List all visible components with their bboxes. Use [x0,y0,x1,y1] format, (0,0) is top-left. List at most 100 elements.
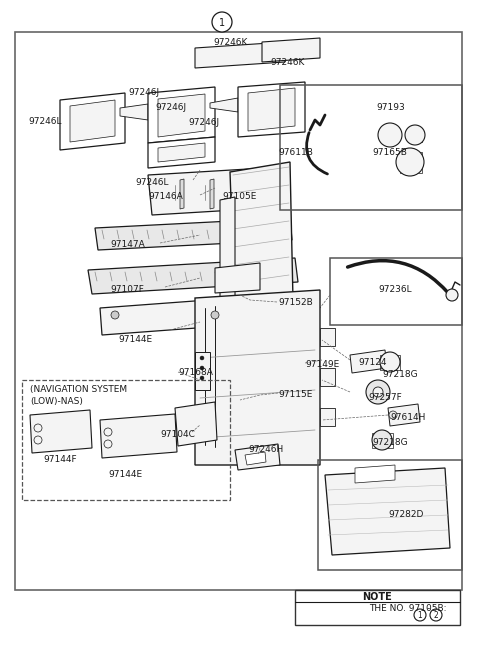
Polygon shape [248,88,295,131]
Text: 97236L: 97236L [378,285,412,294]
Bar [320,368,335,386]
Text: THE NO. 97105B:: THE NO. 97105B: [369,604,449,613]
Polygon shape [175,402,217,446]
Bar [320,328,335,346]
Bar [280,85,462,210]
Polygon shape [180,179,184,209]
Polygon shape [388,404,420,426]
Text: 97115E: 97115E [278,390,312,399]
Circle shape [366,380,390,404]
Circle shape [104,428,112,436]
Polygon shape [262,38,320,62]
Bar [330,258,462,325]
Circle shape [389,411,397,419]
Text: -: - [427,604,430,613]
Text: 97611B: 97611B [278,148,313,157]
Text: 97107F: 97107F [110,285,144,294]
Circle shape [430,609,442,621]
Polygon shape [158,94,205,137]
Polygon shape [148,87,215,143]
Polygon shape [355,465,395,483]
Text: 97193: 97193 [376,103,405,112]
Polygon shape [220,197,235,314]
Polygon shape [235,444,280,470]
Text: (LOW)-NAS): (LOW)-NAS) [30,397,83,406]
Bar [382,127,398,143]
Polygon shape [325,468,450,555]
Text: 97144E: 97144E [108,470,142,479]
Circle shape [212,12,232,32]
Polygon shape [95,218,292,250]
Circle shape [211,311,219,319]
Text: 97124: 97124 [358,358,386,367]
Polygon shape [158,143,205,162]
Text: 1: 1 [219,18,225,28]
Bar [408,128,422,142]
Circle shape [200,376,204,380]
Text: 97146A: 97146A [148,192,183,201]
Text: 97165B: 97165B [372,148,407,157]
Text: 97147A: 97147A [110,240,145,249]
Polygon shape [210,179,214,209]
Text: 97144F: 97144F [43,455,77,464]
Text: NOTE: NOTE [362,592,392,602]
Text: 97246K: 97246K [270,58,304,67]
Circle shape [380,352,400,372]
Circle shape [200,356,204,360]
Text: 97257F: 97257F [368,393,402,402]
Text: 97104C: 97104C [160,430,195,439]
Text: 97218G: 97218G [372,438,408,447]
Text: 97246J: 97246J [155,103,186,112]
Polygon shape [70,100,115,142]
Bar [400,152,422,173]
Circle shape [372,430,392,450]
Polygon shape [148,137,215,168]
Polygon shape [238,82,305,137]
Polygon shape [350,350,387,373]
Text: 97246K: 97246K [213,38,247,47]
Polygon shape [215,263,260,293]
Circle shape [396,148,424,176]
Bar [372,433,393,448]
Circle shape [34,424,42,432]
Polygon shape [195,42,285,68]
Text: 97246J: 97246J [188,118,219,127]
Bar [195,352,210,390]
Polygon shape [245,452,266,465]
Text: 2: 2 [433,612,438,620]
Circle shape [373,387,383,397]
Text: 97149E: 97149E [305,360,339,369]
Text: 97246H: 97246H [248,445,283,454]
Bar [320,408,335,426]
Bar [15,32,462,590]
Bar [318,460,462,570]
Polygon shape [240,179,244,209]
Bar [380,355,400,370]
Circle shape [378,123,402,147]
Polygon shape [230,162,293,310]
Text: 1: 1 [418,612,422,620]
Circle shape [111,311,119,319]
Text: 97218G: 97218G [382,370,418,379]
Text: 97152B: 97152B [278,298,313,307]
Text: 97246J: 97246J [128,88,159,97]
Polygon shape [60,93,125,150]
Polygon shape [88,258,298,294]
Polygon shape [100,414,177,458]
Polygon shape [100,298,237,335]
Polygon shape [30,410,92,453]
Polygon shape [210,98,238,112]
Polygon shape [148,168,268,215]
Text: 97614H: 97614H [390,413,425,422]
Polygon shape [120,104,148,120]
Text: 97246L: 97246L [28,117,61,126]
Circle shape [34,436,42,444]
Circle shape [405,125,425,145]
Circle shape [200,366,204,370]
Circle shape [414,609,426,621]
Text: 97282D: 97282D [388,510,423,519]
Text: 97168A: 97168A [178,368,213,377]
Text: 97105E: 97105E [222,192,256,201]
Text: 97144E: 97144E [118,335,152,344]
Bar [295,590,460,625]
